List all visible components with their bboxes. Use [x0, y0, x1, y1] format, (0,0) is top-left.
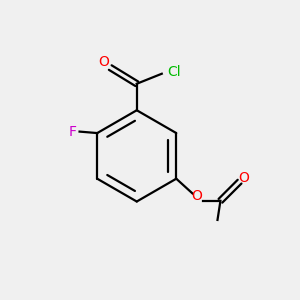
Text: O: O [238, 171, 249, 185]
Text: O: O [98, 55, 109, 69]
Text: O: O [191, 189, 202, 203]
Text: F: F [68, 124, 76, 139]
Text: Cl: Cl [168, 65, 181, 79]
